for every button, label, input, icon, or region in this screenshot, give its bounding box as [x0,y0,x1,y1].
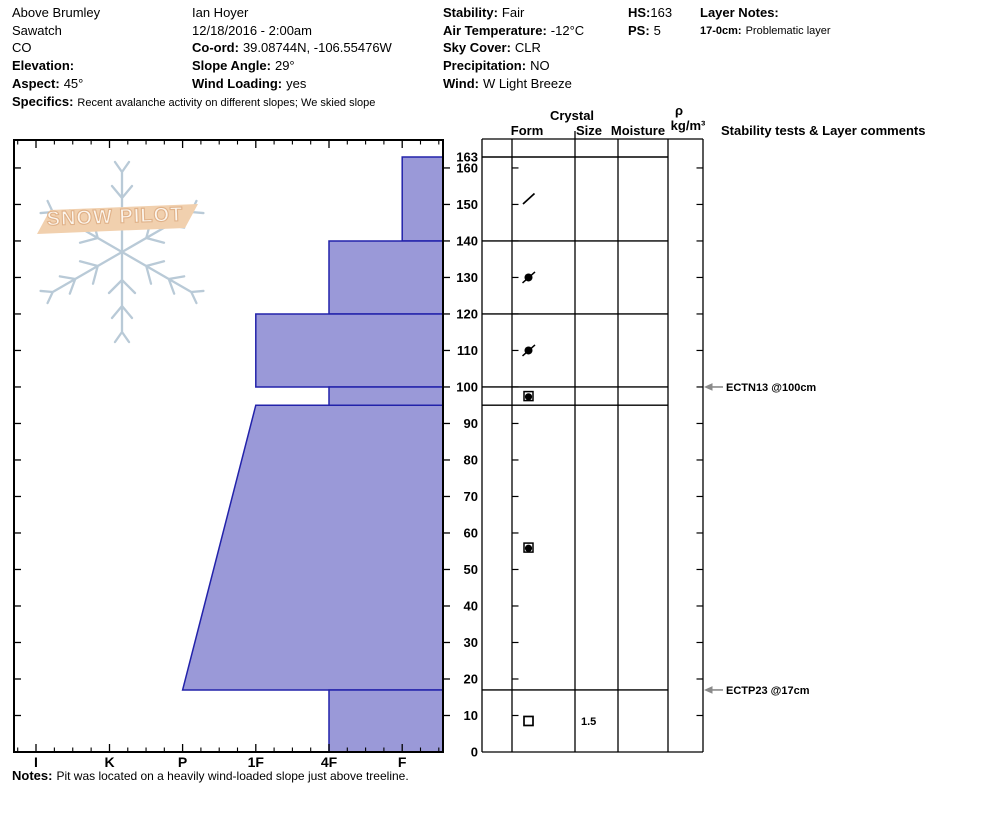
size-column-header: Size [575,123,603,138]
aspect-field: Aspect: 45° [12,76,84,91]
grain-form-symbol-FC [523,390,534,402]
depth-label-130: 130 [456,270,478,285]
hardness-label-4F: 4F [321,754,338,770]
grain-form-symbol-RG [524,544,533,552]
snowflake-arm [39,250,124,305]
grain-form-symbol-FC [523,542,534,553]
pit-location-name: Above Brumley [12,5,101,20]
density-unit-header: kg/m³ [670,118,706,133]
ps-field: PS: 5 [628,23,661,38]
depth-label-80: 80 [464,452,478,467]
depth-label-100: 100 [456,379,478,394]
layer-note-item: 17-0cm: Problematic layer [700,25,831,37]
depth-label-10: 10 [464,708,478,723]
pit-state: CO [12,40,32,55]
depth-label-120: 120 [456,306,478,321]
moisture-column-header: Moisture [610,123,666,138]
depth-label-160: 160 [456,160,478,175]
wind-field: Wind: W Light Breeze [443,76,572,91]
layer-bar-163-140cm [401,156,444,242]
plot-border [13,139,444,753]
stability-test-label: ECTP23 @17cm [726,685,810,697]
depth-label-110: 110 [457,343,478,358]
depth-label-140: 140 [456,233,478,248]
depth-label-20: 20 [464,671,478,686]
layer-notes-heading: Layer Notes: [700,5,779,20]
stability-test-arrowhead [704,686,713,694]
hs-field: HS:163 [628,5,673,20]
depth-label-40: 40 [464,598,478,613]
observer-name: Ian Hoyer [192,5,249,20]
air-temperature-field: Air Temperature: -12°C [443,23,585,38]
density-column-header: ρ [674,103,684,118]
slope-angle-field: Slope Angle: 29° [192,58,295,73]
hardness-label-1F: 1F [248,754,265,770]
depth-label-70: 70 [464,489,478,504]
stability-test-arrowhead [704,383,713,391]
depth-label-163: 163 [456,150,478,165]
crystal-column-header: Crystal [549,108,595,123]
hardness-label-F: F [398,754,407,770]
precipitation-field: Precipitation: NO [443,58,550,73]
grain-form-symbol-FC [523,715,534,727]
comments-column-header: Stability tests & Layer comments [721,123,926,138]
layer-bar-100-95cm [328,386,444,406]
stability-field: Stability: Fair [443,5,525,20]
depth-label-150: 150 [456,197,478,212]
pit-datetime: 12/18/2016 - 2:00am [192,23,312,38]
layer-bar-17-0cm [328,689,444,753]
depth-label-60: 60 [464,525,478,540]
hardness-label-I: I [34,754,38,770]
layer-bar-120-100cm [255,313,444,388]
form-column-header: Form [510,123,544,138]
hardness-label-K: K [104,754,114,770]
grain-form-symbol-DF [522,192,536,205]
grain-form-symbol-RG [524,393,533,401]
logo-banner [37,204,198,234]
snowflake-icon [39,160,205,344]
grain-form-symbol-DF [522,271,536,284]
depth-label-0: 0 [471,745,478,760]
sky-cover-field: Sky Cover: CLR [443,40,541,55]
hardness-label-P: P [178,754,187,770]
layer-bar-140-120cm [328,240,444,315]
pit-range: Sawatch [12,23,62,38]
snowflake-arm [120,250,205,305]
depth-label-30: 30 [464,635,478,650]
grain-form-symbol-DF [522,344,536,357]
depth-label-90: 90 [464,416,478,431]
layer-bar-95-17cm [181,404,444,691]
elevation-field: Elevation: [12,58,75,73]
depth-label-50: 50 [464,562,478,577]
coordinates-field: Co-ord: 39.08744N, -106.55476W [192,40,392,55]
specifics-field: Specifics: Recent avalanche activity on d… [12,94,376,109]
grain-size-value: 1.5 [581,716,596,728]
wind-loading-field: Wind Loading: yes [192,76,307,91]
notes-field: Notes: Pit was located on a heavily wind-… [12,768,409,783]
stability-test-label: ECTN13 @100cm [726,382,816,394]
snowflake-arm [107,250,137,344]
